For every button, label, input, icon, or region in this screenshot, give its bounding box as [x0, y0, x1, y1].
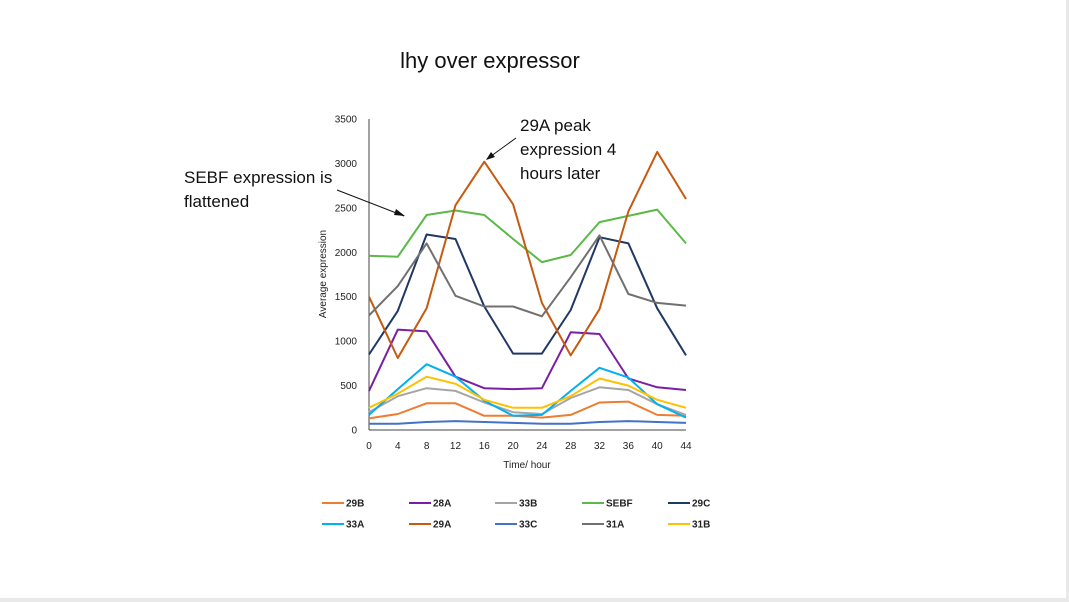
x-tick-label: 36 [623, 441, 635, 452]
legend-item-33b: 33B [495, 499, 537, 510]
series-line-29a [368, 150, 687, 359]
legend-label-31a: 31A [606, 520, 624, 531]
y-tick-label: 1000 [335, 337, 358, 348]
x-axis-ticks: 0 4 8 12 16 20 24 28 32 36 40 44 [366, 441, 692, 452]
x-tick-label: 40 [652, 441, 664, 452]
x-tick-label: 8 [424, 441, 430, 452]
y-tick-label: 1500 [335, 292, 358, 303]
legend-item-29b: 29B [322, 499, 364, 510]
x-axis-label: Time/ hour [503, 460, 551, 471]
legend-label-29c: 29C [692, 499, 710, 510]
annotation-sebf: SEBF expression is flattened [184, 168, 332, 211]
legend-item-33c: 33C [495, 520, 537, 531]
y-tick-label: 0 [351, 426, 357, 437]
legend-item-28a: 28A [409, 499, 451, 510]
x-tick-label: 20 [508, 441, 520, 452]
y-tick-label: 3000 [335, 159, 358, 170]
y-tick-label: 500 [340, 381, 357, 392]
annotation-29a: 29A peak expression 4 hours later [520, 116, 616, 183]
legend-label-29a: 29A [433, 520, 451, 531]
plot-axes [368, 119, 686, 431]
legend-item-33a: 33A [322, 520, 364, 531]
x-tick-label: 0 [366, 441, 372, 452]
series-line-33b [368, 386, 687, 416]
chart-title: lhy over expressor [400, 48, 580, 73]
series-lines [368, 150, 687, 425]
y-axis-ticks: 0 500 1000 1500 2000 2500 3000 3500 [335, 115, 358, 437]
legend-item-29a: 29A [409, 520, 451, 531]
legend-label-29b: 29B [346, 499, 364, 510]
x-tick-label: 4 [395, 441, 401, 452]
y-tick-label: 2500 [335, 203, 358, 214]
legend-label-sebf: SEBF [606, 499, 633, 510]
y-axis-label: Average expression [318, 230, 329, 318]
series-line-33a [368, 363, 687, 419]
series-line-29c [368, 233, 687, 356]
annotations: SEBF expression is flattened 29A peak expr… [184, 116, 616, 217]
legend: 29B 28A 33B SEBF 29C 33A 29A 33C 31A 31B [322, 499, 710, 531]
legend-item-29c: 29C [668, 499, 710, 510]
annotation-line: 29A peak [520, 116, 591, 135]
series-line-31a [368, 234, 687, 318]
series-line-31b [368, 375, 687, 409]
legend-label-33b: 33B [519, 499, 537, 510]
x-tick-label: 28 [565, 441, 577, 452]
x-tick-label: 16 [479, 441, 491, 452]
y-tick-label: 3500 [335, 115, 358, 126]
x-tick-label: 12 [450, 441, 462, 452]
annotation-line: flattened [184, 192, 249, 211]
x-tick-label: 32 [594, 441, 606, 452]
annotation-arrowhead-29a [486, 152, 495, 160]
legend-item-sebf: SEBF [582, 499, 633, 510]
annotation-line: hours later [520, 164, 601, 183]
series-line-29b [368, 400, 687, 420]
y-tick-label: 2000 [335, 248, 358, 259]
legend-label-31b: 31B [692, 520, 710, 531]
legend-item-31b: 31B [668, 520, 710, 531]
legend-label-28a: 28A [433, 499, 451, 510]
annotation-arrowhead-sebf [394, 209, 405, 216]
annotation-arrow-sebf [336, 189, 405, 217]
series-line-28a [368, 328, 687, 392]
legend-label-33c: 33C [519, 520, 537, 531]
annotation-line: expression 4 [520, 140, 616, 159]
legend-label-33a: 33A [346, 520, 364, 531]
x-tick-label: 44 [680, 441, 692, 452]
series-line-33c [369, 420, 687, 425]
legend-item-31a: 31A [582, 520, 624, 531]
annotation-line: SEBF expression is [184, 168, 332, 187]
x-tick-label: 24 [536, 441, 548, 452]
